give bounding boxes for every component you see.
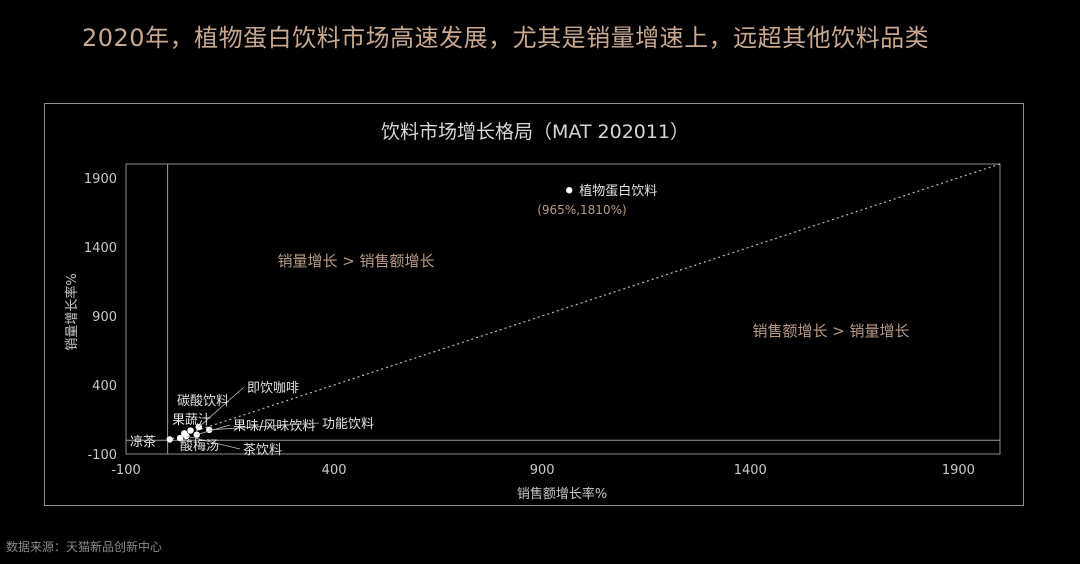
point-label: 碳酸饮料 <box>177 394 229 409</box>
data-point <box>166 436 173 443</box>
chart-frame <box>44 103 1024 506</box>
data-source-note: 数据来源：天猫新品创新中心 <box>6 540 163 554</box>
y-tick-label: 900 <box>92 310 117 325</box>
x-tick-label: 1400 <box>734 463 767 478</box>
point-label: 功能饮料 <box>322 417 374 432</box>
point-label: 果味/风味饮料 <box>233 419 315 434</box>
point-label: 果蔬汁 <box>172 413 211 428</box>
point-label: 酸梅汤 <box>180 439 219 454</box>
data-point <box>187 427 194 434</box>
point-value-annotation: (965%,1810%) <box>537 203 626 217</box>
x-tick-label: 1900 <box>942 463 975 478</box>
y-tick-label: 1900 <box>84 172 117 187</box>
label-leader-line <box>186 435 241 450</box>
point-label: 凉茶 <box>130 434 156 450</box>
y-tick-label: 400 <box>92 379 117 394</box>
label-leader-line <box>196 424 231 436</box>
data-point <box>566 187 573 194</box>
diagonal-reference-line <box>167 163 1001 441</box>
data-point <box>176 434 184 442</box>
point-label: 茶饮料 <box>243 442 282 458</box>
y-axis-label: 销量增长率% <box>64 273 80 350</box>
point-label: 即饮咖啡 <box>247 381 299 396</box>
plot-area-border <box>125 163 1001 455</box>
label-leader-line <box>198 386 245 428</box>
label-leader-line <box>209 422 320 431</box>
point-label: 植物蛋白饮料 <box>579 183 657 199</box>
y-tick-label: -100 <box>87 448 117 463</box>
x-tick-label: 900 <box>530 463 555 478</box>
x-axis-label: 销售额增长率% <box>517 486 607 502</box>
x-tick-label: 400 <box>322 463 347 478</box>
x-tick-label: -100 <box>111 463 141 478</box>
y-tick-label: 1400 <box>84 241 117 256</box>
page-headline: 2020年，植物蛋白饮料市场高速发展，尤其是销量增速上，远超其他饮料品类 <box>82 24 930 52</box>
region-label: 销量增长 > 销售额增长 <box>277 252 434 270</box>
region-label: 销售额增长 > 销量增长 <box>752 322 909 340</box>
chart-title: 饮料市场增长格局（MAT 202011） <box>381 121 689 143</box>
